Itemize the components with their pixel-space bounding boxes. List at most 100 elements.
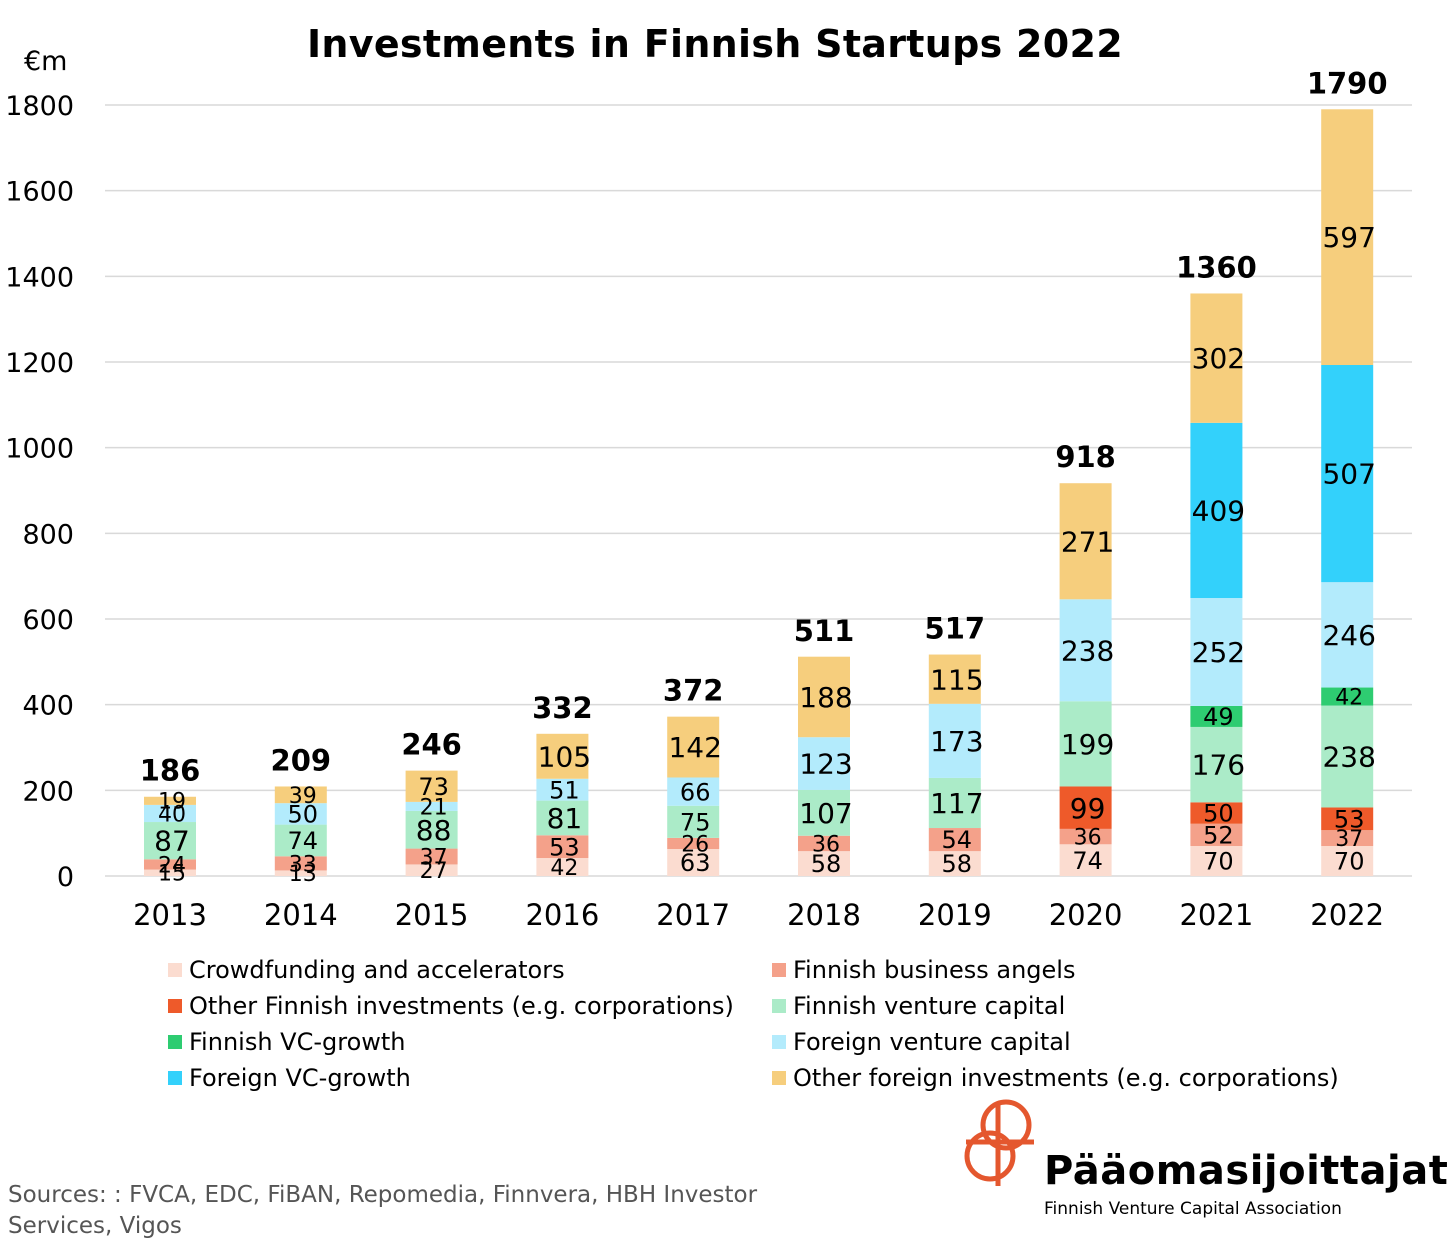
segment-value-label: 58 — [942, 850, 973, 878]
bar-segment — [1321, 687, 1374, 706]
bars — [144, 109, 1374, 876]
segment-value-label: 66 — [680, 778, 711, 806]
bar-segment — [1059, 483, 1112, 600]
segment-value-label: 107 — [799, 797, 852, 830]
segment-value-label: 75 — [680, 808, 711, 836]
segment-value-label: 21 — [420, 795, 448, 820]
bar-segment — [928, 828, 981, 852]
chart-title: Investments in Finnish Startups 2022 — [306, 22, 1124, 66]
bar-segment — [667, 805, 720, 838]
legend-label: Finnish VC-growth — [189, 1028, 406, 1056]
segment-value-label: 42 — [550, 856, 578, 881]
segment-value-label: 302 — [1192, 342, 1245, 375]
bar-segment — [144, 859, 196, 870]
legend-swatch — [168, 1071, 182, 1085]
bar-segment — [405, 810, 458, 849]
x-tick-label: 2021 — [1179, 898, 1253, 932]
legend-swatch — [772, 999, 786, 1013]
segment-value-label: 63 — [680, 849, 711, 877]
legend-swatch — [772, 1035, 786, 1049]
segment-value-label: 37 — [420, 845, 448, 870]
bar-segment — [1321, 830, 1374, 847]
bar-segment — [1190, 823, 1243, 847]
bar-segment — [405, 801, 458, 811]
total-value-label: 517 — [925, 612, 986, 646]
bar-segment — [928, 777, 981, 829]
bar-segment — [1059, 701, 1112, 787]
segment-value-label: 142 — [668, 731, 721, 764]
x-tick-label: 2018 — [787, 898, 861, 932]
total-value-label: 332 — [532, 691, 593, 725]
legend-item: Other foreign investments (e.g. corporat… — [772, 1063, 1388, 1093]
bar-segment — [1190, 422, 1243, 599]
segment-value-label: 105 — [538, 740, 591, 773]
segment-value-label: 74 — [1072, 847, 1103, 875]
bar-segment — [1321, 364, 1374, 583]
segment-value-label: 39 — [289, 784, 317, 809]
x-tick-label: 2022 — [1310, 898, 1384, 932]
bar-segment — [1190, 802, 1243, 824]
y-tick-label: 1600 — [5, 177, 74, 208]
total-value-label: 372 — [663, 674, 724, 708]
segment-value-label: 115 — [930, 663, 983, 696]
bar-segment — [144, 869, 196, 876]
total-value-label: 918 — [1055, 440, 1116, 474]
legend-label: Finnish business angels — [793, 956, 1076, 984]
segment-value-label: 238 — [1322, 741, 1375, 774]
x-tick-label: 2019 — [918, 898, 992, 932]
total-value-label: 511 — [794, 614, 855, 648]
legend-swatch — [168, 963, 182, 977]
bar-segment — [274, 786, 327, 804]
y-tick-label: 200 — [22, 776, 74, 807]
legend-item: Finnish VC-growth — [168, 1027, 772, 1057]
segment-value-label: 51 — [549, 776, 580, 804]
x-tick-label: 2016 — [525, 898, 599, 932]
legend-item: Crowdfunding and accelerators — [168, 955, 772, 985]
segment-value-label: 73 — [418, 773, 449, 801]
segment-value-label: 99 — [1070, 792, 1106, 825]
bar-segment — [1059, 828, 1112, 845]
legend-swatch — [168, 1035, 182, 1049]
total-value-label: 1790 — [1307, 66, 1388, 100]
y-tick-label: 400 — [22, 691, 74, 722]
segment-value-label: 33 — [289, 852, 317, 877]
y-tick-label: 1200 — [5, 348, 74, 379]
segment-value-label: 54 — [942, 826, 973, 854]
legend-item: Other Finnish investments (e.g. corporat… — [168, 991, 772, 1021]
segment-value-label: 70 — [1334, 848, 1365, 876]
y-tick-label: 600 — [22, 605, 74, 636]
bar-segment — [274, 870, 327, 876]
bar-segment — [1190, 846, 1243, 876]
segment-value-label: 58 — [811, 850, 842, 878]
legend-label: Foreign VC-growth — [189, 1064, 411, 1092]
segment-value-label: 176 — [1192, 749, 1245, 782]
segment-value-label: 597 — [1322, 221, 1375, 254]
segment-value-label: 19 — [158, 790, 186, 815]
segment-value-label: 50 — [1203, 800, 1234, 828]
stacked-bar-chart: 0 200 400 600 800 1000 1200 1400 1600 1800 152487… — [5, 66, 1412, 932]
segment-value-label: 49 — [1203, 703, 1234, 731]
legend: Crowdfunding and accelerators Finnish bus… — [168, 955, 1388, 1093]
legend-swatch — [168, 999, 182, 1013]
segment-value-label: 53 — [549, 833, 580, 861]
segment-value-label: 13 — [289, 862, 317, 887]
legend-label: Other foreign investments (e.g. corporat… — [793, 1064, 1339, 1092]
logo-name: Pääomasijoittajat — [1044, 1148, 1449, 1194]
y-tick-label: 1400 — [5, 262, 74, 293]
segment-value-label: 37 — [1335, 827, 1363, 852]
x-tick-label: 2015 — [395, 898, 469, 932]
segment-value-label: 271 — [1061, 525, 1114, 558]
bar-segment — [1321, 582, 1374, 688]
legend-label: Crowdfunding and accelerators — [189, 956, 565, 984]
segment-value-label: 24 — [158, 853, 186, 878]
segment-value-label: 87 — [154, 825, 190, 858]
y-tick-label: 1000 — [5, 434, 74, 465]
legend-label: Foreign venture capital — [793, 1028, 1071, 1056]
segment-value-label: 36 — [1074, 826, 1102, 851]
logo-subtitle: Finnish Venture Capital Association — [1044, 1199, 1342, 1219]
bar-segment — [1190, 293, 1243, 423]
segment-value-label: 507 — [1322, 458, 1375, 491]
total-value-label: 209 — [271, 743, 332, 777]
bar-segment — [1321, 109, 1374, 365]
y-axis-unit-label: €m — [24, 46, 68, 77]
